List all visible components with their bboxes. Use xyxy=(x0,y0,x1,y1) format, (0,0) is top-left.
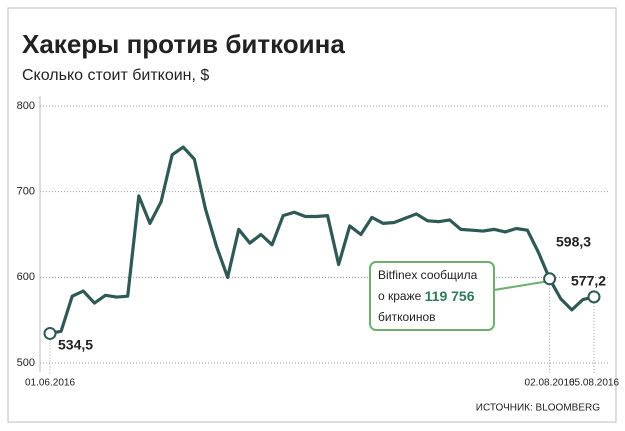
chart-subtitle: Сколько стоит биткоин, $ xyxy=(22,67,209,84)
annotation-text: о краже xyxy=(378,289,425,303)
annotation-box xyxy=(369,261,495,331)
annotation: Bitfinex сообщила о краже 119 756 биткои… xyxy=(369,261,495,331)
annotation-connector xyxy=(493,280,545,291)
x-tick-label: 05.08.2016 xyxy=(569,378,619,389)
annotation-text: Bitfinex сообщила xyxy=(378,268,478,282)
source: ИСТОЧНИК: BLOOMBERG xyxy=(476,403,600,414)
y-tick-label: 700 xyxy=(17,186,35,198)
point-marker xyxy=(543,272,557,286)
frame xyxy=(7,7,617,423)
value-label: 577,2 xyxy=(571,273,606,289)
point-marker xyxy=(43,326,57,340)
value-label: 598,3 xyxy=(556,234,591,250)
price-line xyxy=(49,145,595,336)
x-tick-label: 01.06.2016 xyxy=(25,378,75,389)
chart-title: Хакеры против биткоина xyxy=(22,29,345,59)
x-tick-label: 02.08.2016 xyxy=(525,378,575,389)
annotation-text: о краже 119 756 xyxy=(378,288,475,304)
value-label: 534,5 xyxy=(58,337,93,353)
y-tick-label: 500 xyxy=(17,357,35,369)
y-tick-label: 600 xyxy=(17,271,35,283)
annotation-text: биткоинов xyxy=(378,310,436,324)
point-marker xyxy=(587,290,601,304)
annotation-number: 119 756 xyxy=(425,288,475,304)
y-tick-label: 800 xyxy=(17,100,35,112)
